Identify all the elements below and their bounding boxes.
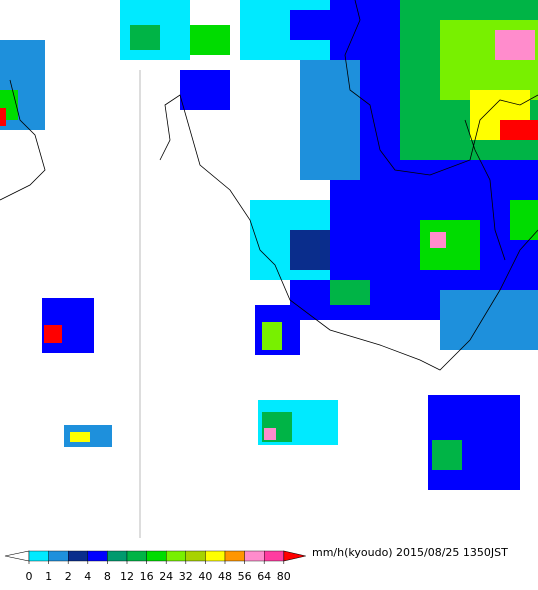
coastline <box>464 119 506 261</box>
echo <box>262 322 282 350</box>
echo <box>70 432 90 442</box>
legend-level-label: 12 <box>120 570 134 583</box>
legend-swatch <box>48 550 69 562</box>
rain-echoes <box>0 0 538 490</box>
echo <box>420 220 480 270</box>
legend-swatch <box>224 550 245 562</box>
echo <box>264 428 276 440</box>
echo <box>440 290 538 350</box>
legend-level-label: 80 <box>277 570 291 583</box>
legend-level-label: 2 <box>65 570 72 583</box>
legend-swatch <box>126 550 147 562</box>
coastlines <box>0 0 538 371</box>
legend-level-label: 56 <box>238 570 252 583</box>
legend-level-label: 1 <box>45 570 52 583</box>
legend-swatch <box>146 550 167 562</box>
legend-swatch <box>87 550 108 562</box>
legend-level-label: 48 <box>218 570 232 583</box>
echo <box>510 200 538 240</box>
echo <box>500 120 538 140</box>
legend-unit: mm/h(kyoudo) <box>312 546 393 559</box>
legend-level-label: 8 <box>104 570 111 583</box>
legend-swatch <box>205 550 226 562</box>
echo <box>290 10 330 40</box>
echo <box>44 325 62 343</box>
echo <box>190 25 230 55</box>
echo <box>180 70 230 110</box>
legend-over-arrow <box>283 550 306 562</box>
legend-swatch <box>28 550 49 562</box>
legend-level-label: 32 <box>179 570 193 583</box>
echo <box>0 108 6 126</box>
echo <box>432 440 462 470</box>
coastline <box>159 94 538 371</box>
echo <box>330 280 370 305</box>
echo <box>430 232 446 248</box>
legend-swatch <box>67 550 88 562</box>
timestamp: 2015/08/25 1350JST <box>396 546 508 559</box>
legend-level-label: 16 <box>140 570 154 583</box>
coastline <box>344 0 538 176</box>
legend-swatch <box>264 550 285 562</box>
legend-level-label: 40 <box>198 570 212 583</box>
legend-under-arrow <box>4 550 30 562</box>
echo <box>495 30 535 60</box>
echo <box>130 25 160 50</box>
legend-swatch <box>165 550 186 562</box>
echo <box>290 230 330 270</box>
legend-level-label: 4 <box>84 570 91 583</box>
echo <box>300 60 360 180</box>
legend-level-label: 24 <box>159 570 173 583</box>
legend-level-label: 64 <box>257 570 271 583</box>
legend-swatch <box>185 550 206 562</box>
legend-swatch <box>107 550 128 562</box>
map-area <box>0 0 538 538</box>
legend-swatch <box>244 550 265 562</box>
legend: mm/h(kyoudo) 2015/08/25 1350JST 0 1 2 4 8 12 1… <box>4 546 508 583</box>
legend-level-label: 0 <box>26 570 33 583</box>
coastline <box>0 79 46 201</box>
